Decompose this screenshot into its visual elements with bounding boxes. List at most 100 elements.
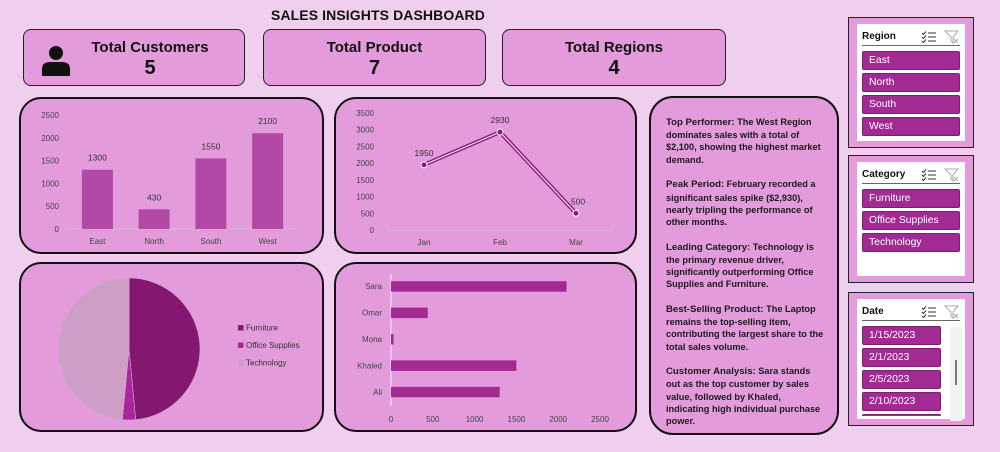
category-pie-chart-card[interactable]: Furniture Office Supplies Technology — [19, 262, 324, 432]
insight-paragraph: Peak Period: February recorded a signifi… — [666, 178, 825, 228]
legend-swatch — [238, 325, 244, 331]
data-label: 1550 — [201, 141, 220, 151]
kpi-label: Total Regions — [564, 39, 664, 56]
month-line-chart: 0 500 1000 1500 2000 2500 3000 3500 1950 Jan 2930 F… — [356, 109, 614, 247]
data-label: 1950 — [415, 148, 434, 158]
y-tick-label: 500 — [361, 209, 375, 218]
data-label: 2100 — [258, 116, 277, 126]
insight-heading: Best-Selling Product: — [666, 303, 764, 315]
insight-heading: Top Performer: — [666, 117, 735, 128]
bar — [252, 133, 284, 229]
legend-swatch — [238, 360, 244, 366]
y-tick-label: 2000 — [41, 134, 59, 143]
y-tick-label: 1000 — [356, 193, 374, 202]
slicer-item[interactable]: South — [862, 95, 960, 114]
insight-paragraph: Top Performer: The West Region dominates… — [666, 116, 825, 166]
scrollbar-thumb[interactable] — [955, 360, 957, 385]
slicer-item[interactable] — [862, 414, 941, 416]
month-line-chart-card[interactable]: 0 500 1000 1500 2000 2500 3000 3500 1950 Jan 2930 F… — [334, 97, 637, 254]
kpi-value: 5 — [144, 57, 156, 79]
x-tick-label: West — [259, 237, 278, 246]
bar — [138, 209, 170, 229]
insight-text: February recorded a significant sales sp… — [666, 179, 816, 227]
clear-filter-icon[interactable] — [943, 30, 960, 44]
region-bar-chart-card[interactable]: 0 500 1000 1500 2000 2500 1300 East 430 North 1550… — [19, 97, 324, 254]
date-slicer: Date 1/15/2023 2/1/2023 2/5/2023 2/10/2023 — [848, 292, 974, 426]
clear-filter-icon[interactable] — [943, 305, 960, 319]
x-tick-label: 2000 — [549, 415, 567, 424]
insight-text: Sara stands out as the top customer by s… — [666, 366, 821, 427]
insight-paragraph: Leading Category: Technology is the prim… — [666, 241, 825, 291]
data-label: 1300 — [88, 153, 107, 163]
slicer-item[interactable]: 2/5/2023 — [862, 370, 941, 389]
kpi-total-regions: Total Regions 4 — [502, 29, 726, 86]
data-point — [572, 209, 580, 217]
bar — [81, 169, 113, 229]
slicer-scrollbar[interactable] — [950, 327, 962, 421]
y-tick-label: 500 — [46, 202, 60, 211]
bar — [391, 334, 394, 345]
x-tick-label: 2500 — [591, 415, 609, 424]
bar — [391, 360, 517, 371]
slicer-item[interactable]: 2/10/2023 — [862, 392, 941, 411]
slicer-item[interactable]: 2/1/2023 — [862, 348, 941, 367]
x-tick-label: 1500 — [508, 415, 526, 424]
slicer-item[interactable]: 1/15/2023 — [862, 326, 941, 345]
kpi-value: 4 — [608, 57, 620, 79]
data-point — [420, 161, 428, 169]
y-tick-label: Omar — [362, 309, 382, 318]
data-label: 2930 — [491, 115, 510, 125]
y-tick-label: 2500 — [356, 142, 374, 151]
data-label: 500 — [571, 196, 585, 206]
insight-text: The West Region dominates sales with a t… — [666, 117, 821, 165]
legend-label: Furniture — [246, 324, 279, 333]
region-bar-chart: 0 500 1000 1500 2000 2500 1300 East 430 North 1550… — [41, 111, 296, 246]
insight-heading: Customer Analysis: — [666, 366, 756, 378]
insight-heading: Leading Category: — [666, 241, 751, 253]
kpi-label: Total Product — [326, 39, 423, 56]
slicer-item[interactable]: Technology — [862, 233, 960, 252]
kpi-label: Total Customers — [91, 39, 209, 56]
person-icon — [42, 46, 70, 76]
y-tick-label: 2000 — [356, 159, 374, 168]
x-tick-label: 1000 — [466, 415, 484, 424]
bar — [391, 281, 567, 292]
customer-bar-chart-card[interactable]: Sara Omar Mona Khaled Ali 0 500 1000 1500 2000 250… — [334, 262, 637, 432]
slicer-item[interactable]: Furniture — [862, 189, 960, 208]
customer-bar-chart: Sara Omar Mona Khaled Ali 0 500 1000 1500 2000 250… — [357, 274, 609, 424]
x-tick-label: South — [200, 237, 221, 246]
y-tick-label: 0 — [55, 225, 60, 234]
x-tick-label: North — [144, 237, 164, 246]
y-tick-label: Sara — [365, 282, 382, 291]
slicer-item[interactable]: West — [862, 117, 960, 136]
slicer-title: Date — [862, 306, 884, 317]
legend-swatch — [238, 342, 244, 348]
y-tick-label: 2500 — [41, 111, 59, 120]
insight-heading: Peak Period: — [666, 179, 725, 191]
slicer-items: 1/15/2023 2/1/2023 2/5/2023 2/10/2023 — [857, 321, 965, 416]
slicer-item[interactable]: North — [862, 73, 960, 92]
bar — [391, 386, 500, 398]
bar — [195, 158, 227, 229]
slicer-items: Furniture Office Supplies Technology — [857, 184, 965, 252]
x-tick-label: Mar — [569, 238, 583, 247]
multi-select-icon[interactable] — [921, 305, 937, 319]
y-tick-label: Mona — [362, 335, 383, 344]
y-tick-label: Khaled — [357, 361, 382, 370]
multi-select-icon[interactable] — [921, 30, 937, 44]
kpi-value: 7 — [368, 57, 381, 79]
bar — [391, 307, 428, 319]
x-tick-label: East — [89, 237, 106, 246]
dashboard-title: SALES INSIGHTS DASHBOARD — [271, 7, 485, 23]
legend-label: Technology — [246, 359, 286, 368]
slicer-title: Category — [862, 169, 906, 180]
insight-paragraph: Customer Analysis: Sara stands out as th… — [666, 365, 825, 427]
x-tick-label: Feb — [493, 238, 507, 247]
multi-select-icon[interactable] — [921, 168, 937, 182]
clear-filter-icon[interactable] — [943, 168, 960, 182]
kpi-total-customers: Total Customers 5 — [23, 29, 245, 86]
insights-panel: Top Performer: The West Region dominates… — [649, 96, 839, 435]
category-slicer: Category Furniture Office Supplies Technol… — [848, 155, 974, 283]
slicer-item[interactable]: East — [862, 51, 960, 70]
slicer-item[interactable]: Office Supplies — [862, 211, 960, 230]
